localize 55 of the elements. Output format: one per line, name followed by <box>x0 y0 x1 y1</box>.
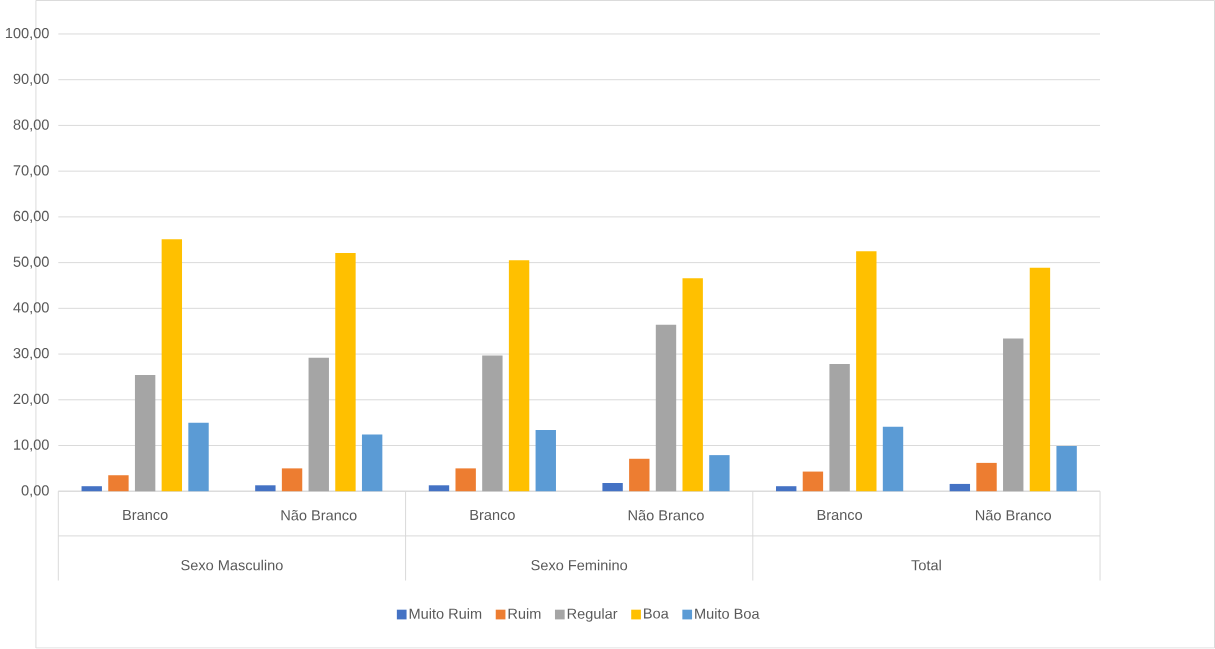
x-tick-label: Não Branco <box>281 510 357 521</box>
bar <box>829 364 850 492</box>
bar <box>428 485 450 492</box>
bar <box>188 422 209 492</box>
bar <box>602 483 623 492</box>
legend-label: Ruim <box>508 608 541 620</box>
bar <box>776 486 797 492</box>
bar <box>1029 267 1051 492</box>
bar <box>802 471 824 492</box>
bar <box>709 455 730 492</box>
bar <box>308 357 329 492</box>
bar <box>361 434 383 492</box>
text: Sexo Feminino <box>531 559 628 571</box>
bar <box>81 486 102 492</box>
bar <box>535 430 556 492</box>
bar <box>482 355 503 492</box>
bar <box>455 468 476 492</box>
x-tick-label: Branco <box>470 510 515 521</box>
bar <box>508 260 530 492</box>
legend-label: Boa <box>644 608 669 619</box>
y-tick-label: 50,00 <box>13 256 49 269</box>
bar <box>161 239 183 492</box>
bar <box>255 485 276 492</box>
y-tick-label: 10,00 <box>14 439 49 452</box>
bar <box>1056 446 1077 492</box>
legend-label: Muito Boa <box>695 608 760 620</box>
x-tick-label: Branco <box>123 510 168 521</box>
bar <box>134 375 156 492</box>
legend-label: Muito Ruim <box>409 608 482 620</box>
y-tick-label: 70,00 <box>13 165 49 178</box>
y-tick-label: 40,00 <box>13 302 49 315</box>
x-tick-label: Não Branco <box>628 510 704 521</box>
text: Total <box>911 559 941 571</box>
y-tick-label: 80,00 <box>13 119 49 132</box>
y-tick-label: 30,00 <box>13 348 49 361</box>
y-tick-label: 20,00 <box>13 394 49 407</box>
bar <box>949 484 971 492</box>
y-tick-label: 0,00 <box>21 485 49 498</box>
bar <box>281 468 303 492</box>
bar <box>976 463 997 492</box>
text: Sexo Masculino <box>181 559 283 571</box>
bar <box>655 325 677 492</box>
bar <box>335 253 356 492</box>
bar <box>108 475 129 492</box>
y-tick-label: 90,00 <box>13 73 49 86</box>
bar <box>629 459 650 492</box>
y-tick-label: 100,00 <box>5 28 49 41</box>
bar <box>1003 338 1024 492</box>
x-tick-label: Branco <box>817 510 863 521</box>
y-tick-label: 60,00 <box>13 211 49 224</box>
legend-label: Regular <box>567 608 618 622</box>
x-tick-label: Não Branco <box>975 510 1052 521</box>
bar <box>882 427 904 492</box>
bar <box>856 251 877 492</box>
bar <box>682 278 703 492</box>
